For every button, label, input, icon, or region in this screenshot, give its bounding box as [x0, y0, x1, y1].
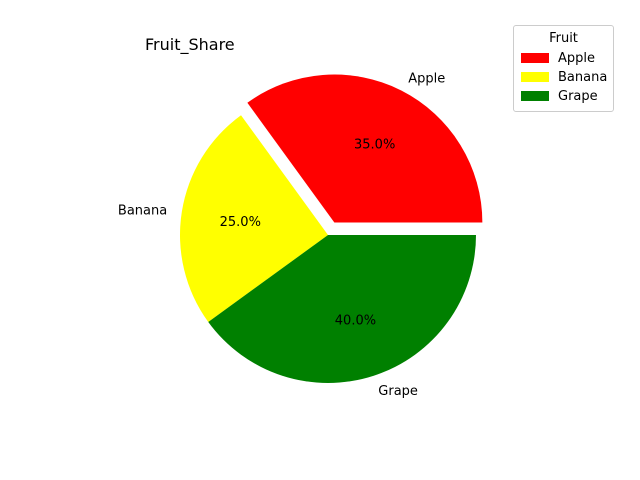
pct-label-banana: 25.0% — [220, 215, 261, 230]
pct-label-apple: 35.0% — [354, 137, 395, 152]
pct-label-grape: 40.0% — [335, 313, 376, 328]
category-label-apple: Apple — [408, 71, 445, 86]
category-label-banana: Banana — [118, 204, 167, 219]
legend-swatch-banana — [521, 72, 549, 82]
legend-item-banana: Banana — [521, 68, 613, 86]
legend-swatch-grape — [521, 91, 549, 101]
legend: Fruit Apple Banana Grape — [513, 25, 614, 112]
legend-item-grape: Grape — [521, 87, 613, 105]
legend-label-grape: Grape — [558, 88, 598, 104]
pie-slice-apple — [247, 74, 483, 223]
legend-swatch-apple — [521, 53, 549, 63]
legend-label-apple: Apple — [558, 50, 596, 66]
legend-label-banana: Banana — [558, 69, 608, 85]
legend-title: Fruit — [549, 31, 578, 46]
legend-item-apple: Apple — [521, 49, 613, 67]
category-label-grape: Grape — [378, 384, 418, 399]
pie-slice-banana — [179, 115, 328, 322]
chart-title: Fruit_Share — [145, 35, 235, 54]
pie-slice-grape — [208, 235, 476, 383]
